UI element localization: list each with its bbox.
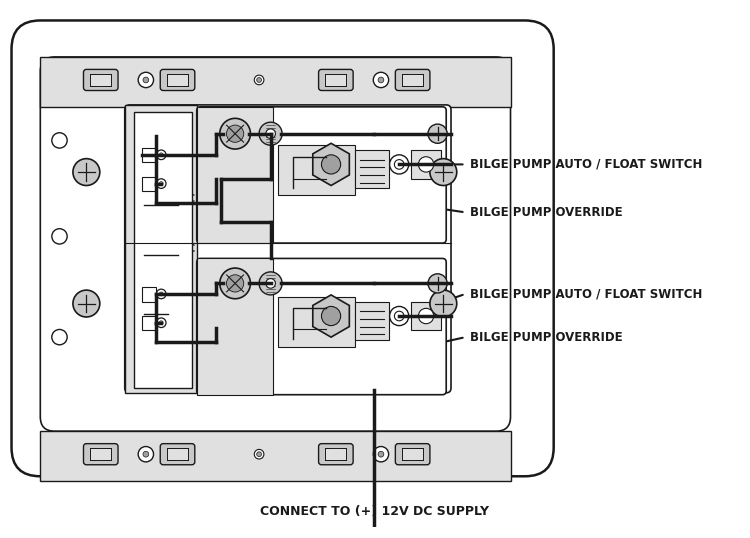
Circle shape [52,329,68,345]
Circle shape [322,307,340,325]
Circle shape [259,272,282,295]
Bar [326,74,346,86]
Circle shape [254,75,264,85]
Circle shape [73,290,100,317]
Text: +12V DC: +12V DC [144,194,195,204]
Bar [402,74,423,86]
Text: CONNECT TO (+) 12V DC SUPPLY: CONNECT TO (+) 12V DC SUPPLY [260,505,489,518]
Circle shape [157,318,166,328]
Text: BILGE PUMP OVERRIDE: BILGE PUMP OVERRIDE [470,206,622,219]
Bar [411,302,442,330]
Circle shape [226,125,244,143]
FancyBboxPatch shape [160,444,195,465]
Bar [196,107,274,243]
Bar [355,150,388,188]
Circle shape [428,274,447,293]
Bar [124,105,196,393]
Bar [167,449,188,460]
Bar [411,150,442,179]
Circle shape [378,451,384,457]
Circle shape [159,292,164,296]
Circle shape [430,159,457,186]
Bar [355,302,388,340]
Circle shape [143,77,148,83]
Circle shape [73,159,100,186]
Circle shape [428,124,447,143]
Circle shape [226,275,244,292]
Circle shape [143,451,148,457]
Circle shape [256,77,262,82]
Circle shape [419,157,434,172]
Circle shape [266,129,275,138]
Circle shape [220,268,251,299]
Circle shape [157,150,166,160]
Circle shape [157,179,166,188]
Bar [278,297,355,346]
Circle shape [159,321,164,324]
FancyBboxPatch shape [83,69,118,90]
Circle shape [52,229,68,244]
Circle shape [266,279,275,288]
Circle shape [378,77,384,83]
FancyBboxPatch shape [124,105,451,393]
Text: BILGE PUMP AUTO / FLOAT SWITCH: BILGE PUMP AUTO / FLOAT SWITCH [470,287,703,300]
Circle shape [374,72,388,88]
Circle shape [159,182,164,186]
FancyBboxPatch shape [160,69,195,90]
FancyBboxPatch shape [395,444,430,465]
FancyBboxPatch shape [83,444,118,465]
Bar [142,177,157,192]
Bar [142,148,157,162]
Circle shape [220,118,251,149]
Circle shape [157,289,166,299]
Bar [167,74,188,86]
Bar [40,431,511,481]
Bar [142,287,157,302]
Text: +24V DC: +24V DC [144,244,195,254]
Bar [142,316,157,330]
Circle shape [389,307,409,325]
FancyBboxPatch shape [11,20,554,476]
Bar [326,449,346,460]
Circle shape [419,308,434,324]
FancyBboxPatch shape [319,444,353,465]
FancyBboxPatch shape [319,69,353,90]
Bar [196,258,274,395]
Bar [90,74,111,86]
Circle shape [138,447,154,462]
Circle shape [52,133,68,148]
FancyBboxPatch shape [395,69,430,90]
Text: NEG.: NEG. [144,303,172,313]
Circle shape [374,447,388,462]
Circle shape [159,153,164,157]
Circle shape [430,290,457,317]
Circle shape [389,155,409,174]
Text: BILGE PUMP AUTO / FLOAT SWITCH: BILGE PUMP AUTO / FLOAT SWITCH [470,158,703,171]
Polygon shape [313,143,350,186]
Bar [134,111,192,388]
FancyBboxPatch shape [40,57,511,431]
Text: BILGE PUMP OVERRIDE: BILGE PUMP OVERRIDE [470,331,622,344]
Polygon shape [313,295,350,337]
Bar [40,57,511,107]
Circle shape [322,155,340,174]
FancyBboxPatch shape [196,258,446,395]
Circle shape [254,449,264,459]
Circle shape [138,72,154,88]
Bar [90,449,111,460]
Circle shape [394,311,404,321]
Bar [402,449,423,460]
Circle shape [394,160,404,169]
Circle shape [259,122,282,145]
Circle shape [256,452,262,457]
Bar [278,145,355,195]
FancyBboxPatch shape [196,107,446,243]
